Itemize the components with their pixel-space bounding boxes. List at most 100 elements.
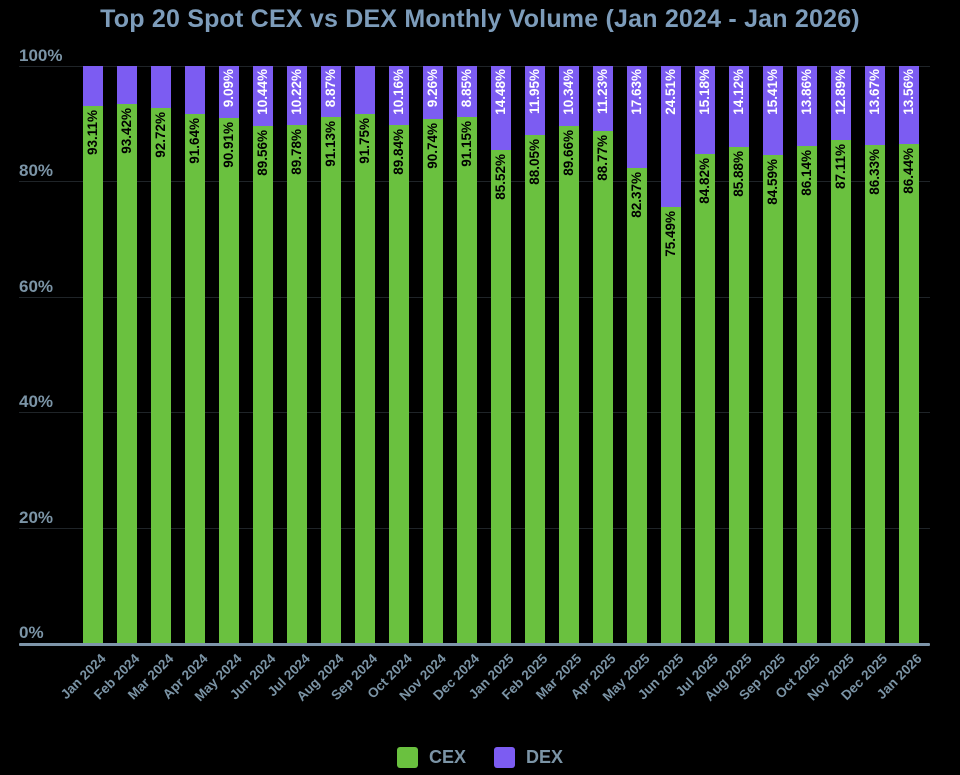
bar-label-cex: 86.14% [799, 149, 814, 196]
bar-label-dex: 10.16% [391, 69, 406, 115]
bar-segment-cex[interactable] [899, 144, 919, 643]
bar-label-dex: 9.09% [221, 69, 236, 108]
bar-segment-dex[interactable] [321, 66, 341, 118]
bar-label-dex: 12.89% [833, 69, 848, 115]
bar-segment-dex[interactable] [219, 66, 239, 119]
bar-label-dex: 13.67% [867, 69, 882, 115]
bar-segment-cex[interactable] [117, 103, 137, 643]
bar-segment-cex[interactable] [253, 126, 273, 643]
bar-segment-cex[interactable] [457, 117, 477, 643]
bar-label-cex: 84.59% [765, 158, 780, 205]
bar-segment-cex[interactable] [185, 114, 205, 643]
bar-segment-cex[interactable] [389, 124, 409, 643]
y-axis-tick-label: 60% [19, 277, 54, 296]
bar-segment-dex[interactable] [423, 66, 443, 120]
bar-segment-dex[interactable] [253, 66, 273, 127]
bar-segment-cex[interactable] [219, 118, 239, 643]
bar-segment-dex[interactable] [185, 66, 205, 115]
bar-label-cex: 91.75% [357, 117, 372, 164]
y-axis-tick-label: 100% [19, 46, 63, 65]
legend-swatch-cex [396, 746, 418, 768]
bar-segment-cex[interactable] [729, 147, 749, 643]
bar-segment-cex[interactable] [151, 108, 171, 643]
bar-segment-dex[interactable] [525, 66, 545, 135]
bar-label-dex: 15.18% [697, 69, 712, 115]
bar-label-cex: 93.42% [119, 107, 134, 154]
bar-segment-dex[interactable] [559, 66, 579, 126]
legend-item-dex[interactable]: DEX [494, 746, 564, 768]
bar-segment-cex[interactable] [287, 124, 307, 643]
x-axis-line [19, 643, 930, 646]
bar-label-cex: 89.66% [561, 129, 576, 176]
bar-label-cex: 85.88% [731, 151, 746, 198]
bar-label-dex: 8.87% [323, 69, 338, 108]
bar-label-cex: 87.11% [833, 144, 848, 190]
bar-segment-cex[interactable] [695, 153, 715, 643]
bar-label-cex: 84.82% [697, 157, 712, 204]
bar-label-cex: 75.49% [663, 211, 678, 258]
legend: CEX DEX [0, 744, 960, 770]
bar-segment-dex[interactable] [729, 66, 749, 148]
bar-segment-dex[interactable] [457, 66, 477, 118]
bar-segment-cex[interactable] [355, 113, 375, 643]
bar-segment-cex[interactable] [627, 167, 647, 643]
bar-label-cex: 89.78% [289, 128, 304, 175]
bar-label-cex: 93.11% [85, 109, 100, 155]
bar-label-dex: 15.41% [765, 69, 780, 115]
y-axis-tick-label: 0% [19, 623, 44, 642]
bar-segment-cex[interactable] [763, 154, 783, 643]
bar-label-cex: 88.77% [595, 134, 610, 181]
bar-label-cex: 86.44% [901, 148, 916, 195]
bar-segment-dex[interactable] [83, 66, 103, 106]
bar-segment-cex[interactable] [831, 140, 851, 643]
y-axis-tick-label: 40% [19, 392, 54, 411]
bar-segment-cex[interactable] [423, 119, 443, 643]
bar-label-dex: 14.12% [731, 69, 746, 115]
bar-label-cex: 90.74% [425, 123, 440, 170]
bar-segment-dex[interactable] [797, 66, 817, 146]
bar-segment-dex[interactable] [661, 66, 681, 208]
y-axis-tick-label: 20% [19, 508, 54, 527]
bar-label-cex: 91.15% [459, 121, 474, 167]
y-axis-tick-label: 80% [19, 161, 54, 180]
bar-segment-cex[interactable] [593, 130, 613, 643]
bar-segment-cex[interactable] [559, 125, 579, 643]
bar-segment-cex[interactable] [321, 117, 341, 643]
bar-segment-dex[interactable] [355, 66, 375, 114]
bar-segment-dex[interactable] [865, 66, 885, 145]
bar-label-cex: 89.56% [255, 130, 270, 177]
legend-label: CEX [428, 746, 466, 767]
bar-label-cex: 85.52% [493, 153, 508, 200]
bar-segment-dex[interactable] [389, 66, 409, 125]
legend-swatch-dex [494, 746, 515, 768]
bar-label-cex: 82.37% [629, 171, 644, 218]
bar-label-dex: 17.63% [629, 69, 644, 115]
legend-item-cex[interactable]: CEX [396, 746, 466, 768]
bar-label-dex: 13.56% [901, 69, 916, 115]
bar-segment-cex[interactable] [797, 145, 817, 643]
bar-label-dex: 10.34% [561, 69, 576, 115]
bar-label-dex: 9.26% [425, 69, 440, 108]
bar-segment-dex[interactable] [899, 66, 919, 145]
bar-segment-dex[interactable] [695, 66, 715, 154]
bar-segment-cex[interactable] [83, 105, 103, 643]
bar-label-cex: 91.13% [323, 121, 338, 167]
legend-label: DEX [526, 746, 564, 767]
bar-label-cex: 86.33% [867, 148, 882, 195]
bar-segment-cex[interactable] [525, 134, 545, 643]
bar-segment-dex[interactable] [831, 66, 851, 141]
bar-segment-cex[interactable] [865, 144, 885, 643]
bar-label-cex: 90.91% [221, 122, 236, 169]
bar-label-dex: 13.86% [799, 69, 814, 115]
bar-segment-dex[interactable] [763, 66, 783, 155]
bar-segment-dex[interactable] [151, 66, 171, 108]
bar-segment-dex[interactable] [491, 66, 511, 150]
bar-segment-dex[interactable] [117, 66, 137, 104]
bar-segment-cex[interactable] [661, 207, 681, 643]
bar-segment-cex[interactable] [491, 149, 511, 643]
bar-label-cex: 89.84% [391, 128, 406, 175]
bar-segment-dex[interactable] [287, 66, 307, 125]
bar-segment-dex[interactable] [593, 66, 613, 131]
bar-segment-dex[interactable] [627, 66, 647, 168]
bar-label-dex: 10.22% [289, 69, 304, 115]
